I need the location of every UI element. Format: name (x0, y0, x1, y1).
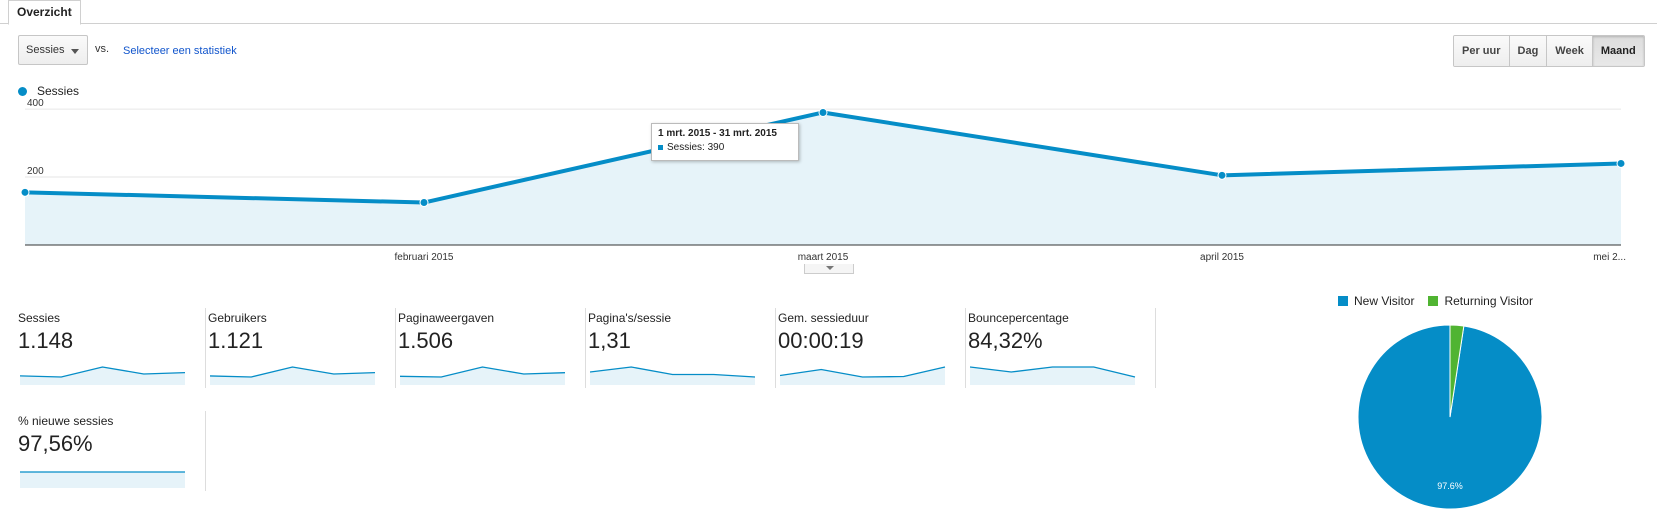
period-week-button[interactable]: Week (1547, 36, 1593, 66)
sparkline-area (970, 367, 1135, 385)
tile-divider (395, 308, 396, 388)
x-tick-label: maart 2015 (798, 252, 849, 263)
tooltip-series-icon (658, 145, 663, 150)
metric-tile[interactable]: Gebruikers 1.121 (208, 311, 398, 391)
metric-value: 1.148 (18, 328, 74, 353)
sparkline-area (20, 367, 185, 385)
tab-overview[interactable]: Overzicht (8, 0, 81, 25)
metric-label: Paginaweergaven (398, 311, 495, 325)
metric-value: 1.121 (208, 328, 264, 353)
legend-dot-icon (18, 86, 27, 96)
tile-divider (205, 308, 206, 388)
pie-legend-returning-visitor[interactable]: Returning Visitor (1444, 294, 1533, 308)
data-point (1616, 158, 1626, 168)
pie-legend: New Visitor Returning Visitor (1338, 294, 1533, 308)
data-point (20, 187, 30, 197)
metric-tile[interactable]: Pagina's/sessie 1,31 (588, 311, 778, 391)
metric-sparkline (20, 366, 186, 385)
metric-label: % nieuwe sessies (18, 414, 114, 428)
chevron-down-icon (826, 266, 834, 270)
metric-value: 00:00:19 (778, 328, 864, 353)
metric-label: Sessies (18, 311, 61, 325)
y-tick-label: 200 (27, 166, 44, 177)
sparkline-line (20, 366, 186, 378)
tile-divider (585, 308, 586, 388)
sparkline-area (780, 367, 945, 385)
period-hour-button[interactable]: Per uur (1454, 36, 1510, 66)
metric-sparkline (400, 366, 566, 385)
tile-divider (1155, 308, 1156, 388)
metric-tile[interactable]: Bouncepercentage 84,32% (968, 311, 1158, 391)
sparkline-line (400, 366, 566, 378)
returning-visitor-swatch-icon (1428, 296, 1439, 306)
metric-select-value: Sessies (26, 44, 65, 56)
metric-sparkline (20, 471, 185, 488)
metric-tile[interactable]: % nieuwe sessies 97,56% (18, 414, 208, 494)
sessions-line-chart[interactable]: 200 400 februari 2015 maart 2015 april 2015 m… (0, 95, 1657, 265)
legend-label-sessies: Sessies (37, 84, 80, 98)
sparkline-line (210, 366, 376, 378)
metric-value: 1.506 (398, 328, 454, 353)
y-tick-label: 400 (27, 98, 44, 109)
chart-legend[interactable]: Sessies (18, 84, 79, 98)
sparkline-area (20, 472, 185, 488)
tile-divider (775, 308, 776, 388)
sparkline-area (210, 367, 375, 385)
chevron-down-icon (71, 49, 79, 54)
pie-legend-new-visitor[interactable]: New Visitor (1354, 294, 1415, 308)
metric-tile[interactable]: Gem. sessieduur 00:00:19 (778, 311, 968, 391)
metric-tile[interactable]: Sessies 1.148 (18, 311, 208, 391)
metric-value: 97,56% (18, 431, 93, 456)
metric-value: 84,32% (968, 328, 1043, 353)
sparkline-line (780, 366, 946, 378)
vs-label: vs. (95, 43, 110, 55)
x-tick-label: februari 2015 (395, 252, 454, 263)
metric-sparkline (210, 366, 376, 385)
tooltip-value: Sessies: 390 (667, 142, 725, 153)
chart-tooltip: 1 mrt. 2015 - 31 mrt. 2015 Sessies: 390 (651, 123, 799, 161)
pie-slice-label: 97.6% (1437, 481, 1463, 491)
select-statistic-link[interactable]: Selecteer een statistiek (123, 45, 237, 57)
data-point (419, 198, 429, 208)
x-tick-label: mei 2... (1593, 252, 1626, 263)
pie-slice (1449, 324, 1465, 418)
chart-collapse-handle[interactable] (804, 264, 854, 274)
metric-label: Gebruikers (208, 311, 267, 325)
sparkline-line (590, 366, 756, 378)
metric-label: Bouncepercentage (968, 311, 1069, 325)
series-area (25, 112, 1621, 245)
sparkline-line (970, 366, 1136, 378)
period-month-button[interactable]: Maand (1592, 36, 1644, 66)
period-day-button[interactable]: Dag (1509, 36, 1548, 66)
metric-label: Pagina's/sessie (588, 311, 672, 325)
visitor-pie-chart[interactable]: 97.6% (1355, 322, 1545, 512)
data-point (1217, 170, 1227, 180)
metric-label: Gem. sessieduur (778, 311, 869, 325)
sparkline-area (400, 367, 565, 385)
metric-select[interactable]: Sessies (18, 35, 88, 65)
metric-sparkline (970, 366, 1136, 385)
metric-value: 1,31 (588, 328, 631, 353)
new-visitor-swatch-icon (1338, 296, 1348, 306)
data-point (818, 107, 828, 117)
metric-sparkline (590, 366, 756, 385)
metric-sparkline (780, 366, 946, 385)
tooltip-title: 1 mrt. 2015 - 31 mrt. 2015 (658, 128, 777, 139)
metric-tile[interactable]: Paginaweergaven 1.506 (398, 311, 588, 391)
tile-divider (965, 308, 966, 388)
sparkline-area (590, 367, 755, 385)
tab-bar: Overzicht (0, 0, 1657, 25)
tile-divider (205, 411, 206, 491)
period-selector: Per uur Dag Week Maand (1453, 35, 1645, 67)
x-tick-label: april 2015 (1200, 252, 1244, 263)
